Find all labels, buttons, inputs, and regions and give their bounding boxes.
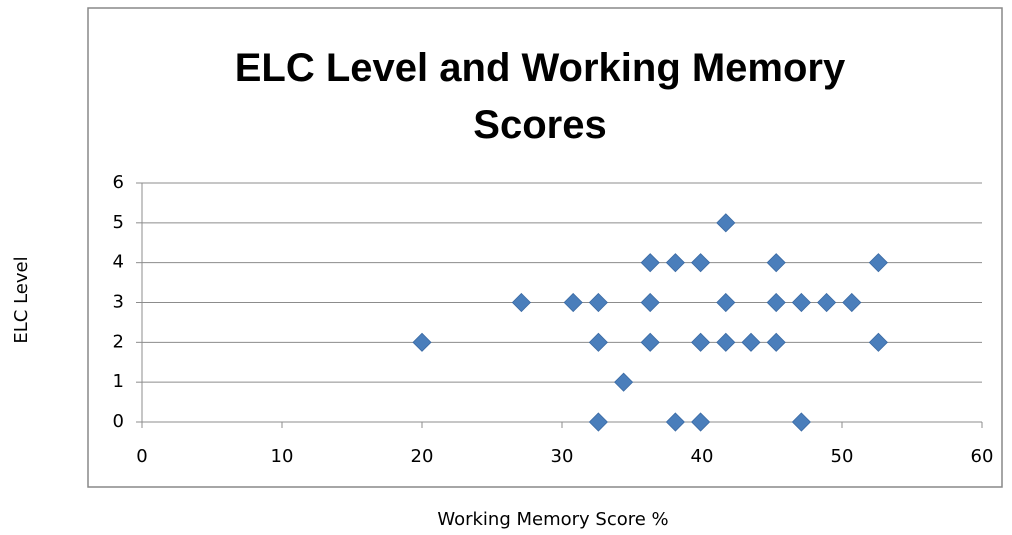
data-point (588, 292, 608, 313)
data-point (563, 292, 583, 313)
y-tick-label: 0 (113, 411, 124, 432)
data-point (691, 412, 711, 432)
data-point (640, 332, 660, 352)
data-point (588, 332, 608, 352)
x-tick-label: 60 (971, 446, 994, 467)
x-tick-label: 0 (136, 446, 147, 467)
data-point (716, 332, 736, 352)
y-tick-label: 5 (113, 212, 124, 233)
data-point (817, 292, 837, 313)
chart-border (87, 7, 1003, 488)
y-tick-label: 4 (113, 252, 124, 273)
data-point (665, 412, 685, 432)
data-point (716, 292, 736, 313)
x-tick-label: 40 (691, 446, 714, 467)
data-point (640, 253, 660, 273)
chart-title: ELC Level and Working Memory Scores (234, 46, 846, 147)
data-point (791, 292, 811, 313)
x-tick-label: 20 (411, 446, 434, 467)
data-point (766, 292, 786, 313)
x-axis-label: Working Memory Score % (437, 509, 668, 530)
data-point (868, 253, 888, 273)
x-tick-label: 30 (551, 446, 574, 467)
data-point (511, 292, 531, 313)
data-point (665, 253, 685, 273)
y-tick-label: 1 (113, 371, 124, 392)
data-point (716, 213, 736, 233)
data-point (614, 372, 634, 392)
data-point (842, 292, 862, 313)
data-point (868, 332, 888, 352)
y-tick-label: 3 (113, 292, 124, 313)
data-point (766, 253, 786, 273)
y-tick-label: 2 (113, 331, 124, 352)
data-point (766, 332, 786, 352)
data-point (691, 253, 711, 273)
x-tick-label: 50 (831, 446, 854, 467)
data-point (741, 332, 761, 352)
y-axis-label: ELC Level (11, 256, 32, 343)
data-point (412, 332, 432, 352)
data-point (640, 292, 660, 313)
data-point (588, 412, 608, 432)
data-point (691, 332, 711, 352)
y-tick-label: 6 (113, 172, 124, 193)
x-tick-label: 10 (271, 446, 294, 467)
data-point (791, 412, 811, 432)
